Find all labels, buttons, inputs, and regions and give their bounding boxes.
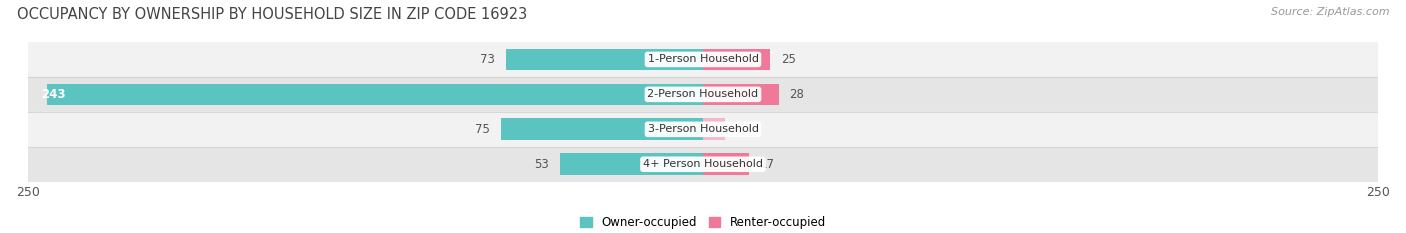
Text: 8: 8 [735, 123, 742, 136]
Text: 75: 75 [475, 123, 489, 136]
Text: 2-Person Household: 2-Person Household [647, 89, 759, 99]
Bar [46, 84, 703, 105]
Text: 53: 53 [534, 158, 550, 171]
Bar [703, 154, 749, 175]
Bar [703, 84, 779, 105]
Text: 4+ Person Household: 4+ Person Household [643, 159, 763, 169]
Bar [703, 49, 770, 70]
Bar [28, 112, 1378, 147]
Text: 243: 243 [42, 88, 66, 101]
Bar [28, 77, 1378, 112]
Text: OCCUPANCY BY OWNERSHIP BY HOUSEHOLD SIZE IN ZIP CODE 16923: OCCUPANCY BY OWNERSHIP BY HOUSEHOLD SIZE… [17, 7, 527, 22]
Text: Source: ZipAtlas.com: Source: ZipAtlas.com [1271, 7, 1389, 17]
Bar [560, 154, 703, 175]
Bar [28, 147, 1378, 182]
Legend: Owner-occupied, Renter-occupied: Owner-occupied, Renter-occupied [579, 216, 827, 229]
Bar [28, 42, 1378, 77]
Bar [506, 49, 703, 70]
Text: 3-Person Household: 3-Person Household [648, 124, 758, 134]
Text: 28: 28 [789, 88, 804, 101]
Text: 73: 73 [481, 53, 495, 66]
Text: 1-Person Household: 1-Person Household [648, 55, 758, 64]
Text: 17: 17 [759, 158, 775, 171]
Bar [703, 118, 724, 140]
Text: 25: 25 [782, 53, 796, 66]
Bar [501, 118, 703, 140]
